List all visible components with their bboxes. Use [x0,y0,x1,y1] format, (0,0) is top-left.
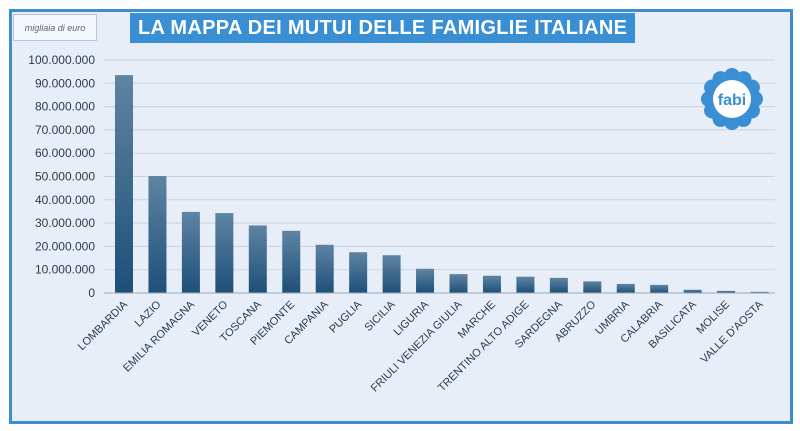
bar [148,176,167,293]
bar [583,281,602,293]
bar [115,75,133,294]
bars [115,75,769,294]
chart-title: LA MAPPA DEI MUTUI DELLE FAMIGLIE ITALIA… [130,13,636,43]
x-tick-label: LOMBARDIA [76,298,131,353]
fabi-logo: fabi [701,68,763,130]
y-tick-label: 80.000.000 [35,100,95,114]
bar [717,290,736,293]
bar [516,276,535,293]
y-tick-label: 100.000.000 [28,53,95,67]
bar [449,274,468,293]
bar [382,255,401,293]
bar [549,277,568,293]
y-tick-label: 60.000.000 [35,146,95,160]
bar [750,291,769,293]
bar [215,213,234,293]
logo-text: fabi [718,92,746,109]
y-tick-label: 40.000.000 [35,193,95,207]
grid-lines [104,59,775,294]
bar [683,289,702,293]
chart-frame [9,9,793,424]
bar [416,268,435,293]
y-axis-ticks: 0 10.000.000 20.000.000 30.000.000 40.000.00… [28,53,95,300]
y-tick-label: 20.000.000 [35,239,95,253]
bar [650,284,669,293]
bar [248,225,267,293]
bar [315,244,334,293]
x-tick-label: PUGLIA [327,298,364,335]
y-tick-label: 30.000.000 [35,216,95,230]
logo-center [713,80,751,118]
y-tick-label: 10.000.000 [35,263,95,277]
x-tick-label: VALLE D'AOSTA [698,298,766,366]
bar [282,230,301,293]
bar [181,211,200,293]
bar [482,275,501,293]
y-tick-label: 0 [88,286,95,300]
y-tick-label: 50.000.000 [35,170,95,184]
bar [349,252,368,293]
y-tick-label: 90.000.000 [35,76,95,90]
x-tick-label: LAZIO [133,298,164,329]
bar [616,283,635,293]
unit-note: migliaia di euro [13,14,97,41]
y-tick-label: 70.000.000 [35,123,95,137]
